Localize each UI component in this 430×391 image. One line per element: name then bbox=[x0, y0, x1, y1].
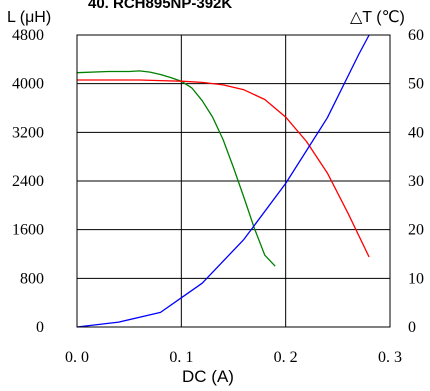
y-left-tick-label-1: 800 bbox=[20, 270, 44, 287]
y-right-tick-label-5: 50 bbox=[408, 76, 424, 93]
x-tick-label-1: 0. 1 bbox=[169, 349, 193, 366]
series-layer bbox=[76, 34, 370, 328]
plot-frame bbox=[76, 34, 391, 328]
y-right-tick-label-0: 0 bbox=[408, 319, 416, 336]
y-left-tick-label-2: 1600 bbox=[12, 222, 44, 239]
y-left-tick-label-4: 3200 bbox=[12, 124, 44, 141]
x-tick-label-0: 0. 0 bbox=[65, 349, 89, 366]
series-line-1 bbox=[77, 79, 370, 258]
series-line-0 bbox=[76, 70, 276, 267]
y-left-tick-label-3: 2400 bbox=[12, 173, 44, 190]
y-left-tick-label-5: 4000 bbox=[12, 76, 44, 93]
series-line-2 bbox=[76, 34, 370, 328]
y-right-tick-labels: 0 10 20 30 40 50 60 bbox=[408, 27, 424, 336]
y-left-tick-labels: 0 800 1600 2400 3200 4000 4800 bbox=[12, 27, 44, 336]
y-right-axis-label: △T (℃) bbox=[350, 9, 405, 26]
chart-title: 40. RCH895NP-392K bbox=[88, 0, 232, 12]
y-right-tick-label-1: 10 bbox=[408, 270, 424, 287]
x-tick-label-2: 0. 2 bbox=[274, 349, 298, 366]
y-left-axis-label: L (μH) bbox=[7, 9, 51, 26]
y-right-tick-label-2: 20 bbox=[408, 222, 424, 239]
x-tick-labels: 0. 0 0. 1 0. 2 0. 3 bbox=[65, 349, 402, 366]
y-right-tick-label-3: 30 bbox=[408, 173, 424, 190]
x-tick-label-3: 0. 3 bbox=[378, 349, 402, 366]
x-axis-label: DC (A) bbox=[182, 367, 234, 386]
y-left-tick-label-0: 0 bbox=[36, 319, 44, 336]
y-left-tick-label-6: 4800 bbox=[12, 27, 44, 44]
y-right-tick-label-4: 40 bbox=[408, 124, 424, 141]
y-right-tick-label-6: 60 bbox=[408, 27, 424, 44]
